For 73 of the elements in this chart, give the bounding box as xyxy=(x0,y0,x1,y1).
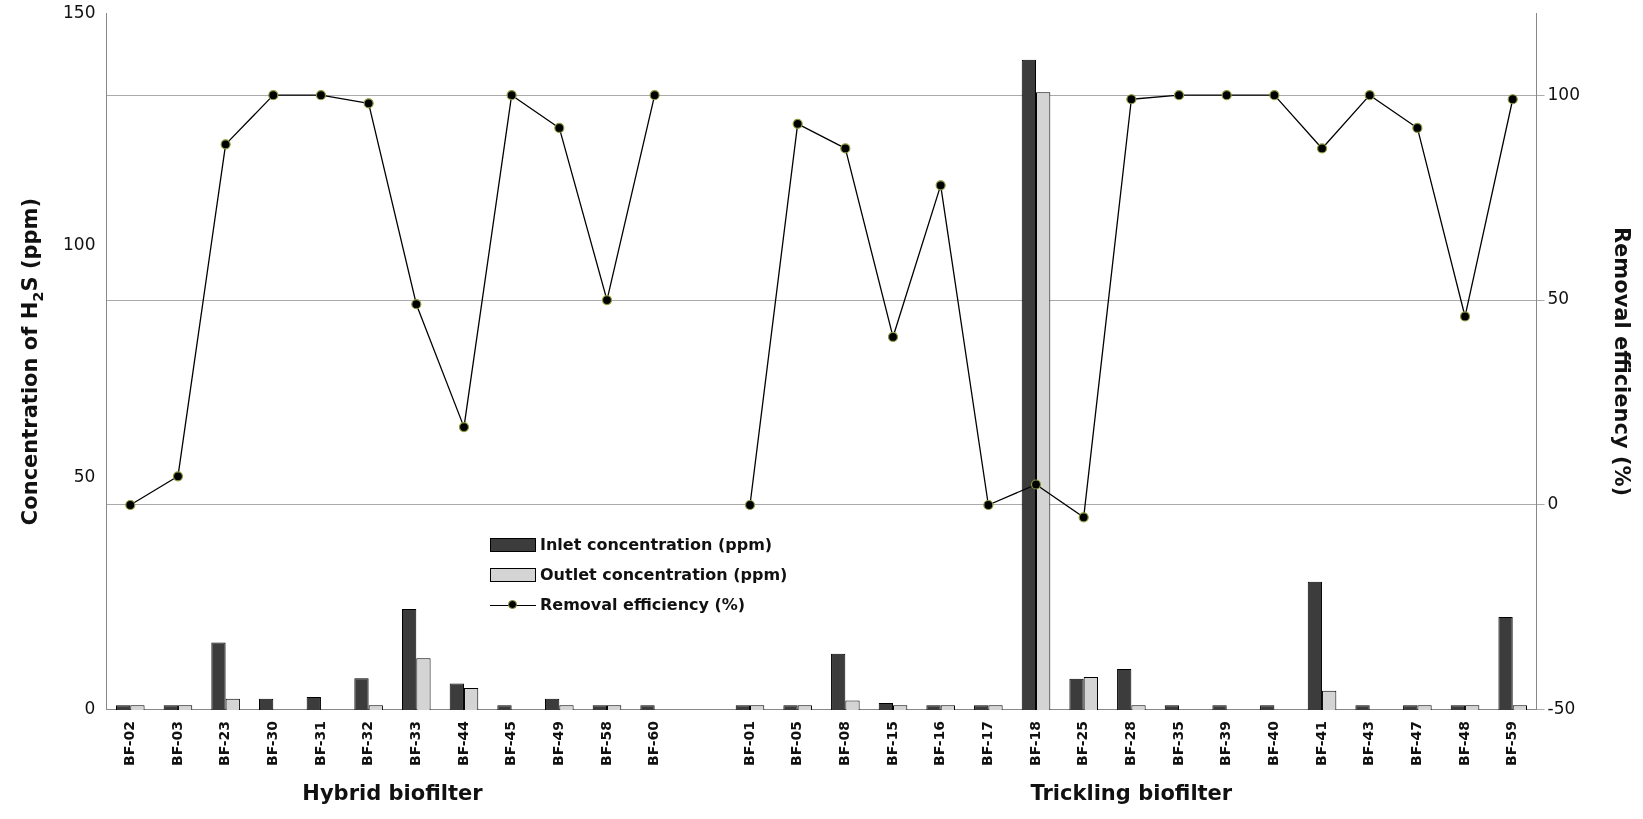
x-tick-label: BF-48 xyxy=(1455,720,1472,767)
point xyxy=(506,90,517,101)
y2-tick-label: 50 xyxy=(1547,288,1570,309)
x-tick-label: BF-58 xyxy=(597,720,614,767)
point xyxy=(744,499,756,511)
x-tick-label: BF-59 xyxy=(1503,720,1520,767)
point xyxy=(1364,90,1375,101)
point xyxy=(1316,143,1328,154)
point xyxy=(983,499,994,511)
text: Hybrid biofilter xyxy=(302,781,484,806)
x-tick-label: BF-01 xyxy=(740,720,757,767)
y-tick-label: 50 xyxy=(73,466,96,487)
x-tick-label: BF-16 xyxy=(931,720,948,767)
point xyxy=(792,118,803,129)
x-tick-label: BF-47 xyxy=(1408,720,1425,767)
y-axis-title: Concentration of H2S (ppm) xyxy=(18,197,47,526)
y-tick-label: 0 xyxy=(84,698,96,719)
x-tick-label: BF-18 xyxy=(1026,720,1043,767)
point xyxy=(458,422,470,433)
x-tick-label: BF-08 xyxy=(835,720,852,767)
point xyxy=(887,331,899,343)
point xyxy=(1412,122,1423,134)
x-tick-label: BF-40 xyxy=(1265,720,1282,767)
x-tick-label: BF-45 xyxy=(502,720,519,767)
x-tick-label: BF-35 xyxy=(1169,720,1186,767)
x-tick-label: BF-43 xyxy=(1360,720,1377,767)
text: Trickling biofilter xyxy=(1030,781,1233,806)
point xyxy=(411,299,422,310)
y2-tick-label: 0 xyxy=(1547,493,1559,514)
point xyxy=(554,122,565,134)
x-tick-label: BF-17 xyxy=(978,720,995,767)
x-tick-label: BF-44 xyxy=(454,720,471,767)
legend-label: Inlet concentration (ppm) xyxy=(540,534,773,556)
legend-label: Outlet concentration (ppm) xyxy=(540,564,788,586)
point xyxy=(172,471,184,482)
point xyxy=(935,180,946,191)
point xyxy=(1126,94,1137,105)
point xyxy=(1173,90,1185,101)
x-tick-label: BF-60 xyxy=(645,720,662,767)
point xyxy=(363,98,374,109)
y-tick-label: 100 xyxy=(62,233,96,254)
point xyxy=(1507,94,1518,105)
point xyxy=(1269,90,1280,101)
point xyxy=(1078,512,1089,523)
x-tick-label: BF-28 xyxy=(1122,720,1138,767)
point xyxy=(649,90,660,101)
legend-label: Removal efficiency (%) xyxy=(540,594,746,616)
y2-tick-label: 100 xyxy=(1547,83,1581,104)
x-tick-label: BF-41 xyxy=(1312,720,1329,767)
y2-tick-label: -50 xyxy=(1547,698,1576,719)
x-tick-label: BF-31 xyxy=(311,720,328,767)
point xyxy=(601,294,613,306)
point xyxy=(268,90,279,101)
point xyxy=(315,90,327,101)
x-tick-label: BF-33 xyxy=(406,720,423,767)
point xyxy=(220,139,231,150)
x-tick-label: BF-15 xyxy=(883,720,900,767)
x-tick-label: BF-49 xyxy=(549,720,566,767)
x-tick-label: BF-39 xyxy=(1217,720,1234,767)
x-tick-label: BF-02 xyxy=(120,720,137,767)
x-tick-label: BF-32 xyxy=(359,720,376,767)
point xyxy=(840,143,851,154)
y-tick-label: 150 xyxy=(62,1,96,22)
point xyxy=(1030,479,1042,490)
point xyxy=(1221,90,1232,101)
x-tick-label: BF-25 xyxy=(1074,720,1091,767)
x-tick-label: BF-23 xyxy=(216,720,233,767)
point xyxy=(125,499,136,511)
point xyxy=(1459,311,1471,322)
x-tick-label: BF-05 xyxy=(788,720,805,767)
y2-axis-title: Removal efficiency (%) xyxy=(1609,226,1634,497)
x-tick-label: BF-30 xyxy=(263,720,280,767)
x-tick-label: BF-03 xyxy=(168,720,185,767)
